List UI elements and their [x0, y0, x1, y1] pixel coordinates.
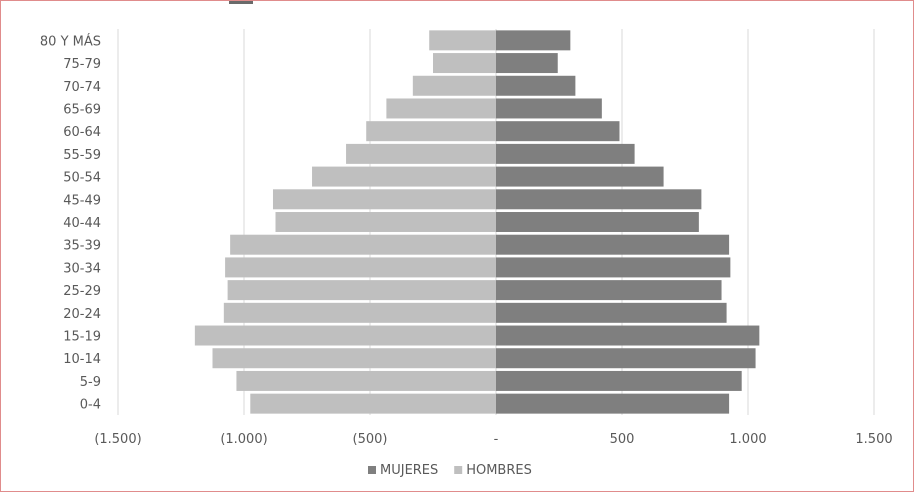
x-tick-label: -: [494, 432, 499, 447]
legend-swatch-hombres: [454, 466, 463, 474]
legend-label-hombres: HOMBRES: [466, 463, 532, 478]
age-label: 40-44: [63, 216, 101, 231]
bar-mujeres-65-69: [496, 98, 602, 119]
bar-mujeres-15-19: [496, 325, 760, 346]
bar-hombres-65-69: [386, 98, 496, 119]
bar-hombres-5-9: [236, 370, 496, 391]
x-tick-label: 1.500: [855, 432, 892, 447]
bar-mujeres-5-9: [496, 370, 742, 391]
bar-hombres-0-4: [250, 393, 496, 414]
bar-mujeres-80 Y MÁS: [496, 30, 571, 51]
bar-mujeres-75-79: [496, 53, 558, 74]
bar-mujeres-35-39: [496, 234, 730, 255]
x-tick-label: (1.500): [94, 432, 141, 447]
bar-mujeres-60-64: [496, 121, 620, 142]
age-label: 50-54: [63, 171, 101, 186]
age-label: 5-9: [80, 375, 101, 390]
bar-hombres-80 Y MÁS: [429, 30, 496, 51]
bar-hombres-50-54: [312, 166, 496, 187]
age-label: 25-29: [63, 284, 101, 299]
bar-hombres-20-24: [223, 302, 496, 323]
bar-mujeres-55-59: [496, 143, 635, 164]
legend-swatch-mujeres: [368, 466, 376, 474]
bar-mujeres-70-74: [496, 75, 576, 96]
age-label: 15-19: [63, 330, 101, 345]
bar-hombres-60-64: [366, 121, 496, 142]
bar-mujeres-10-14: [496, 348, 756, 369]
bar-hombres-10-14: [212, 348, 496, 369]
age-label: 75-79: [63, 57, 101, 72]
bar-hombres-70-74: [412, 75, 496, 96]
x-tick-label: (1.000): [220, 432, 267, 447]
age-label: 10-14: [63, 352, 101, 367]
age-label: 45-49: [63, 193, 101, 208]
bar-hombres-25-29: [227, 280, 496, 301]
bar-mujeres-25-29: [496, 280, 722, 301]
legend-label-mujeres: MUJERES: [380, 463, 438, 478]
bar-hombres-40-44: [275, 212, 496, 232]
x-tick-labels: (1.500) (1.000) (500) - 500 1.000 1.500: [94, 432, 892, 447]
x-tick-label: 1.000: [729, 432, 766, 447]
bar-mujeres-45-49: [496, 189, 702, 210]
bar-mujeres-50-54: [496, 166, 664, 187]
age-label: 30-34: [63, 261, 101, 276]
bar-hombres-75-79: [433, 53, 496, 74]
age-label: 80 Y MÁS: [40, 33, 101, 49]
bar-hombres-15-19: [194, 325, 497, 346]
age-label: 20-24: [63, 307, 101, 322]
bars: [194, 30, 760, 414]
age-label: 0-4: [80, 398, 101, 413]
bar-hombres-55-59: [346, 143, 496, 164]
bar-mujeres-0-4: [496, 393, 730, 414]
age-label: 55-59: [63, 148, 101, 163]
x-tick-label: 500: [610, 432, 635, 447]
bar-hombres-30-34: [225, 257, 496, 278]
bar-mujeres-20-24: [496, 302, 727, 323]
age-label: 35-39: [63, 239, 101, 254]
age-label: 65-69: [63, 102, 101, 117]
legend: MUJERES HOMBRES: [368, 463, 532, 478]
bar-mujeres-40-44: [496, 212, 699, 232]
bar-mujeres-30-34: [496, 257, 731, 278]
age-label: 60-64: [63, 125, 101, 140]
top-edge-mark: [229, 1, 253, 4]
bar-hombres-45-49: [272, 189, 496, 210]
bar-hombres-35-39: [230, 234, 496, 255]
age-labels: 0-4 5-9 10-14 15-19 20-24 25-29 30-34 35-39 40-4…: [40, 33, 101, 412]
x-tick-label: (500): [353, 432, 388, 447]
age-label: 70-74: [63, 80, 101, 95]
